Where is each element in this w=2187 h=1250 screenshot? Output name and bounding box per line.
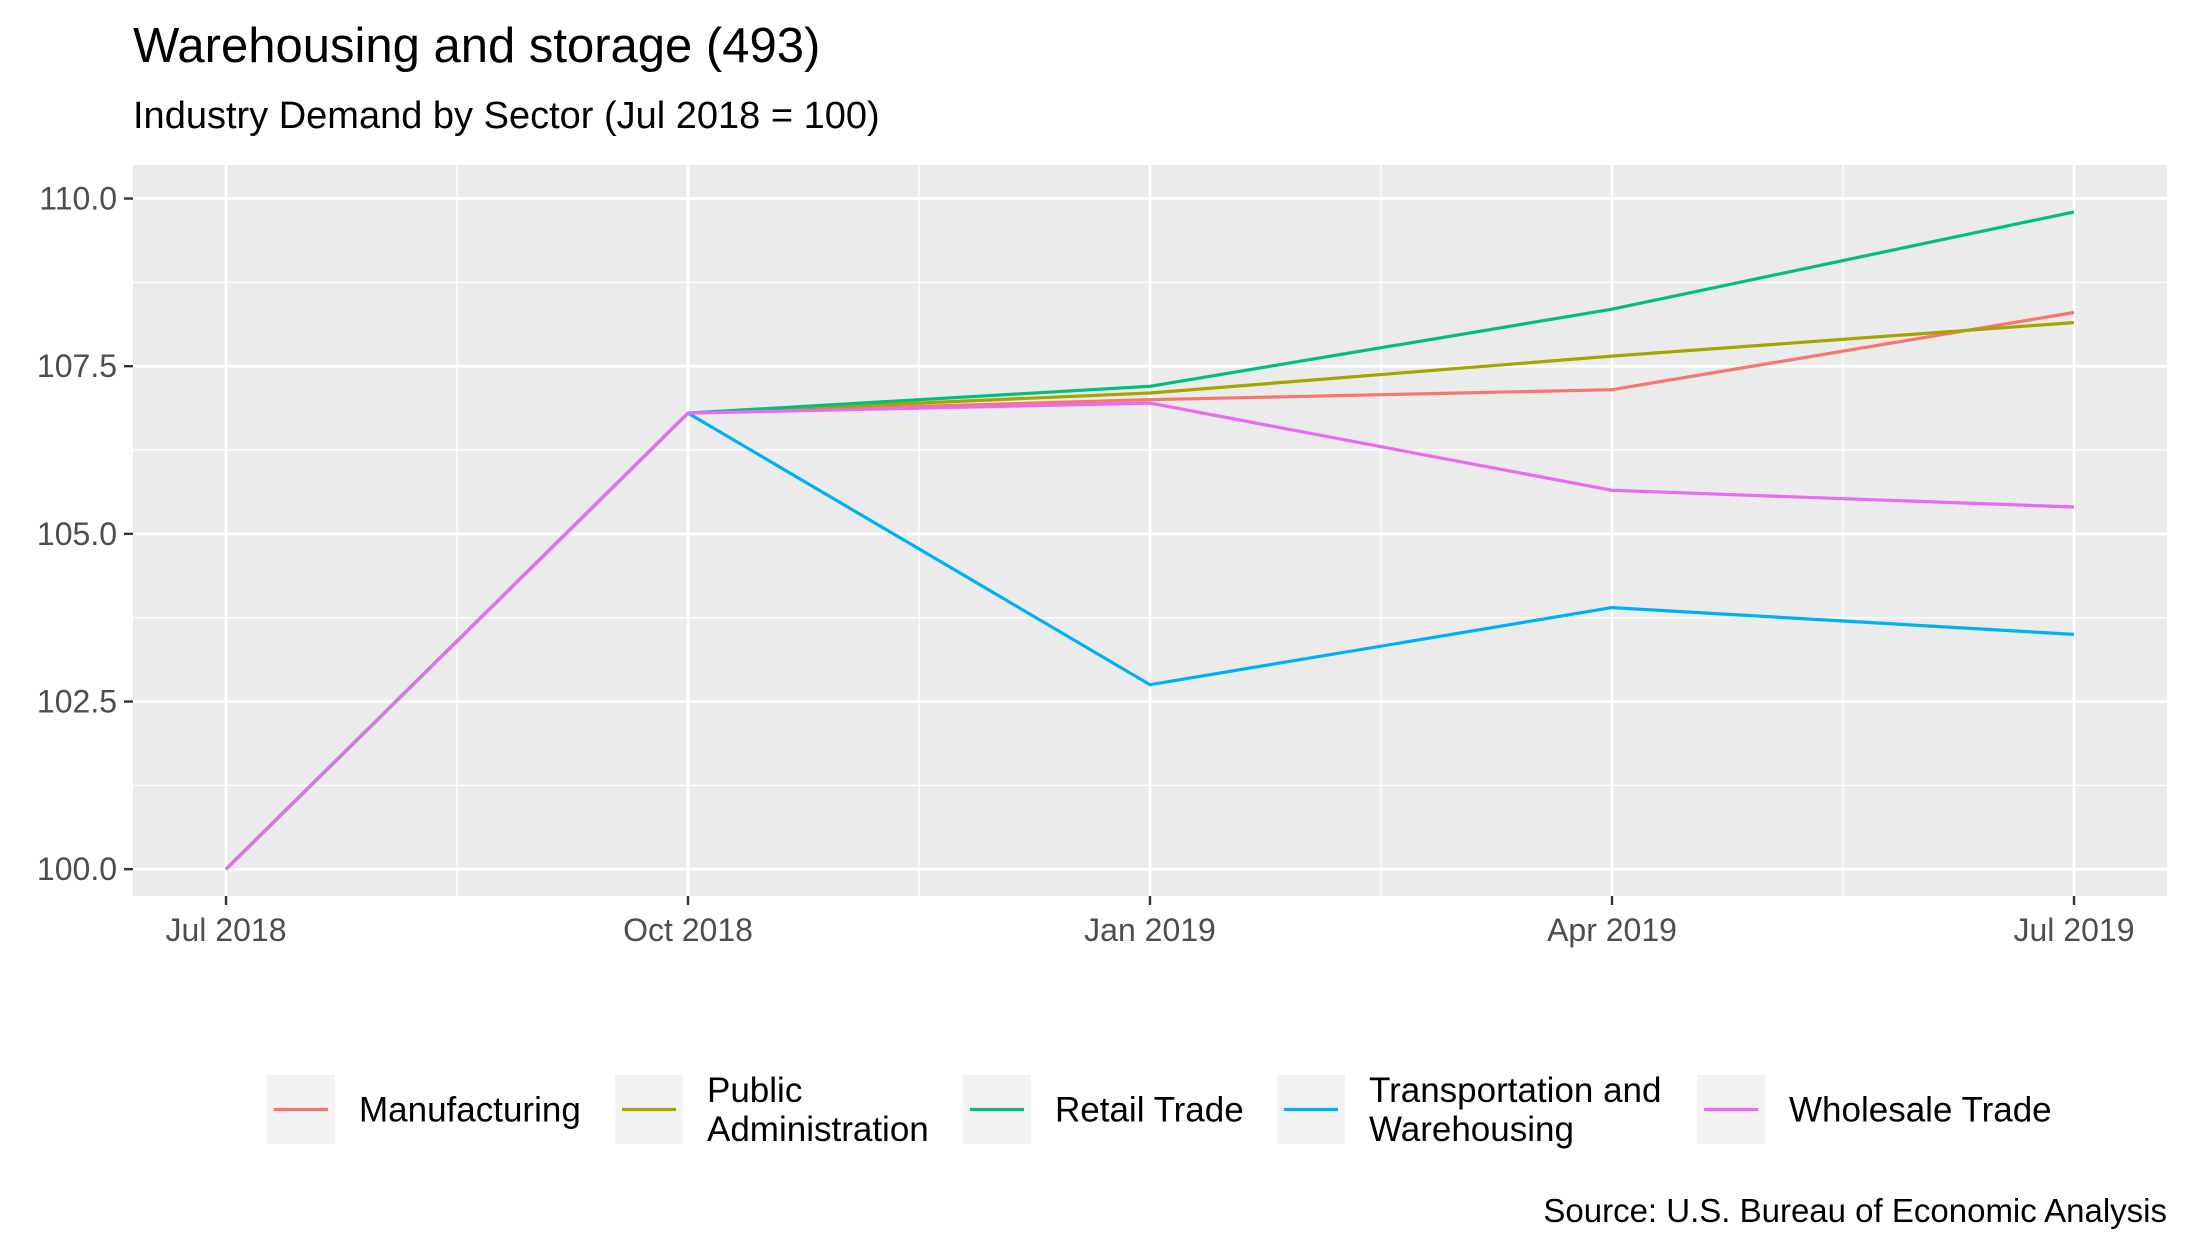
grid-major (133, 165, 2167, 896)
x-tick-label: Apr 2019 (1547, 912, 1677, 948)
series-lines (224, 210, 2075, 871)
x-axis: Jul 2018 Oct 2018 Jan 2019 Apr 2019 Jul 2019 (166, 896, 2135, 948)
legend-label: Wholesale Trade (1789, 1091, 2052, 1130)
chart-title: Warehousing and storage (493) (133, 19, 820, 73)
chart-caption: Source: U.S. Bureau of Economic Analysis (1543, 1192, 2167, 1229)
series-line-4 (224, 401, 2075, 871)
legend-label: Retail Trade (1055, 1091, 1244, 1130)
legend-label: Transportation and Warehousing (1369, 1071, 1662, 1149)
y-tick-label: 100.0 (37, 851, 117, 887)
y-tick-label: 110.0 (39, 181, 117, 217)
legend-label: Public Administration (707, 1071, 929, 1149)
y-tick-label: 105.0 (37, 516, 117, 552)
x-tick-label: Oct 2018 (623, 912, 753, 948)
y-tick-label: 102.5 (37, 684, 117, 720)
y-tick-label: 107.5 (37, 348, 117, 384)
x-tick-label: Jan 2019 (1084, 912, 1216, 948)
x-tick-label: Jul 2018 (166, 912, 287, 948)
legend: Manufacturing Public Administration Retail … (267, 1071, 2052, 1149)
chart-subtitle: Industry Demand by Sector (Jul 2018 = 10… (133, 95, 880, 137)
y-axis: 100.0 102.5 105.0 107.5 110.0 (37, 181, 133, 887)
legend-label: Manufacturing (359, 1091, 581, 1130)
x-tick-label: Jul 2019 (2014, 912, 2135, 948)
